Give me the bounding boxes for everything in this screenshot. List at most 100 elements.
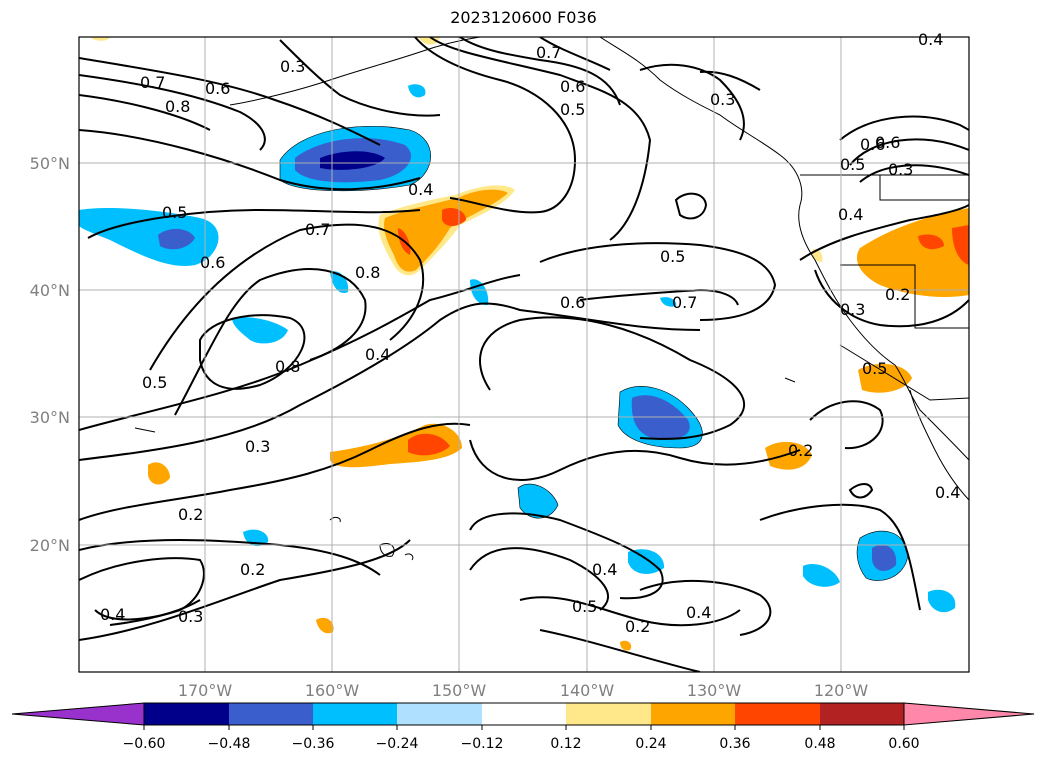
negative-area [803, 563, 840, 587]
lon-label: 130°W [687, 681, 742, 700]
positive-area [148, 462, 170, 485]
positive-area [316, 617, 334, 634]
contour-label: 0.4 [935, 483, 960, 502]
contour-label: 0.8 [165, 97, 190, 116]
colorbar-label: 0.48 [804, 736, 835, 752]
lat-label: 30°N [30, 408, 70, 427]
contour-label: 0.6 [875, 133, 900, 152]
negative-area [660, 297, 677, 307]
lon-label: 120°W [814, 681, 869, 700]
colorbar-label: 0.60 [888, 736, 919, 752]
negative-area [320, 151, 385, 170]
contour-label: 0.7 [140, 73, 165, 92]
contour-label: 0.3 [840, 300, 865, 319]
negative-area [628, 549, 665, 574]
positive-area [90, 37, 110, 41]
colorbar-label: −0.60 [123, 736, 166, 752]
positive-area [765, 441, 812, 470]
positive-area [384, 189, 508, 272]
negative-area [631, 395, 690, 440]
contour-label: 0.4 [918, 30, 943, 49]
contour-label: 0.2 [178, 505, 203, 524]
colorbar-segment [144, 703, 229, 725]
colorbar-label: −0.48 [208, 736, 251, 752]
lat-label: 20°N [30, 536, 70, 555]
colorbar-ticks [143, 725, 905, 730]
contour-label: 0.6 [205, 79, 230, 98]
contour-label: 0.4 [100, 605, 125, 624]
colorbar-segment [482, 703, 566, 725]
contour-label: 0.7 [536, 43, 561, 62]
contour-label: 0.4 [365, 345, 390, 364]
contour-label: 0.4 [592, 560, 617, 579]
contour-label: 0.2 [240, 560, 265, 579]
contour-label: 0.5 [560, 100, 585, 119]
negative-area [928, 589, 956, 613]
contour-label: 0.7 [672, 293, 697, 312]
contour-lines [79, 37, 969, 672]
colorbar-label: 0.12 [550, 736, 581, 752]
lon-label: 160°W [305, 681, 360, 700]
positive-area [620, 640, 632, 651]
coastlines [134, 37, 969, 561]
colorbar-segment [820, 703, 904, 725]
colorbar-segment [651, 703, 735, 725]
contour-label: 0.2 [788, 441, 813, 460]
contour-label: 0.6 [560, 77, 585, 96]
negative-area [470, 279, 489, 306]
colorbar-label: 0.36 [719, 736, 750, 752]
negative-area [232, 317, 288, 344]
contour-label: 0.3 [710, 90, 735, 109]
positive-area [408, 433, 450, 456]
colorbar-extend-high [903, 702, 1035, 726]
lat-label: 50°N [30, 154, 70, 173]
colorbar-label: −0.12 [461, 736, 504, 752]
contour-label: 0.6 [860, 135, 885, 154]
positive-area [952, 225, 969, 265]
lon-label: 170°W [178, 681, 233, 700]
positive-area [856, 208, 969, 297]
positive-area [442, 208, 466, 226]
contour-label: 0.4 [838, 205, 863, 224]
contour-label: 0.3 [888, 160, 913, 179]
contour-label: 0.5 [142, 373, 167, 392]
positive-area [918, 234, 944, 250]
contour-label: 0.3 [245, 437, 270, 456]
contour-label: 0.4 [408, 180, 433, 199]
gridlines [79, 37, 969, 672]
contour-label: 0.7 [305, 220, 330, 239]
colorbar-label: −0.36 [292, 736, 335, 752]
colorbar-segment [229, 703, 313, 725]
colorbar-segment [397, 703, 482, 725]
colorbar: −0.60 −0.48 −0.36 −0.24 −0.12 0.12 0.24 … [11, 702, 1035, 752]
contour-label: 0.6 [200, 253, 225, 272]
contour-label: 0.2 [885, 285, 910, 304]
contour-label: 0.5 [660, 247, 685, 266]
longitude-labels: 170°W 160°W 150°W 140°W 130°W 120°W [178, 681, 869, 700]
colorbar-extend-low [11, 702, 145, 726]
map-title: 2023120600 F036 [450, 8, 597, 27]
contour-label: 0.4 [686, 603, 711, 622]
lon-label: 150°W [432, 681, 487, 700]
contour-label: 0.6 [560, 293, 585, 312]
negative-area [408, 84, 426, 98]
lon-label: 140°W [560, 681, 615, 700]
contour-label: 0.3 [280, 57, 305, 76]
negative-area [79, 207, 219, 266]
contour-label: 0.5 [162, 203, 187, 222]
lat-label: 40°N [30, 281, 70, 300]
contour-label: 0.8 [355, 263, 380, 282]
colorbar-label: 0.24 [635, 736, 666, 752]
colorbar-segment [735, 703, 820, 725]
latitude-labels: 20°N 30°N 40°N 50°N [30, 154, 70, 555]
contour-label-group: 0.3 0.7 0.8 0.6 0.7 0.6 0.5 0.3 0.4 0.5 … [100, 30, 960, 636]
contour-label: 0.5 [862, 359, 887, 378]
contour-label: 0.5 [840, 155, 865, 174]
contour-label: 0.5 [572, 597, 597, 616]
colorbar-segment [566, 703, 651, 725]
negative-area [872, 544, 897, 572]
contour-label: 0.8 [275, 357, 300, 376]
colorbar-segment [313, 703, 397, 725]
negative-area [158, 228, 195, 250]
